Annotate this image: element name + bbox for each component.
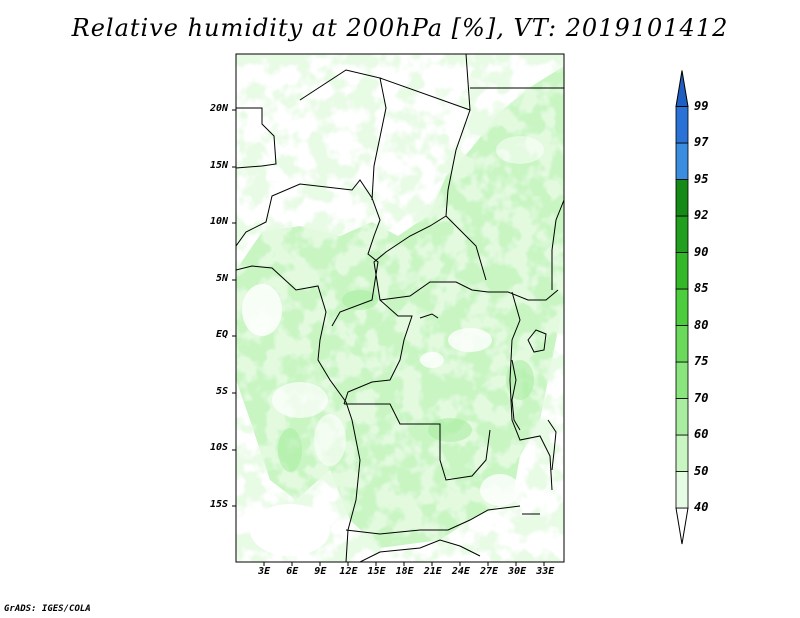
lon-tick-label: 27E	[479, 566, 499, 577]
lat-tick-label: 5N	[215, 272, 228, 284]
border-lines	[236, 54, 564, 562]
colorbar-box	[675, 325, 689, 363]
lat-tick-label: 20N	[209, 103, 228, 115]
grads-credit: GrADS: IGES/COLA	[4, 604, 91, 614]
colorbar	[675, 70, 689, 545]
colorbar-level-label: 92	[694, 208, 709, 222]
colorbar-level-label: 97	[694, 135, 709, 149]
moist-patches	[278, 290, 534, 472]
lon-tick-label: 6E	[286, 566, 299, 577]
colorbar-level-label: 90	[694, 244, 709, 259]
lon-tick-label: 24E	[451, 566, 470, 577]
colorbar-box	[675, 215, 689, 253]
colorbar-box	[675, 252, 689, 290]
tick-marks	[232, 109, 545, 566]
colorbar-level-label: 99	[694, 98, 709, 113]
colorbar-level-label: 60	[694, 427, 709, 441]
colorbar-box	[675, 361, 689, 399]
lon-tick-label: 18E	[395, 566, 414, 577]
lon-tick-label: 33E	[536, 566, 555, 577]
colorbar-level-label: 95	[694, 171, 709, 186]
lon-tick-label: 15E	[367, 566, 386, 577]
dry-pockets	[242, 136, 544, 556]
colorbar-level-label: 80	[694, 317, 709, 332]
colorbar-min-triangle	[675, 507, 689, 545]
colorbar-box	[675, 288, 689, 326]
lon-tick-label: 30E	[508, 566, 527, 577]
lon-tick-label: 12E	[339, 566, 358, 577]
chart-title: Relative humidity at 200hPa [%], VT: 201…	[71, 14, 729, 42]
colorbar-level-label: 50	[694, 463, 709, 478]
colorbar-level-label: 70	[694, 390, 709, 405]
colorbar-box	[675, 398, 689, 436]
colorbar-box	[675, 106, 689, 144]
lon-tick-label: 9E	[314, 566, 327, 577]
coastline-west	[236, 265, 361, 562]
map-frame	[235, 53, 565, 563]
colorbar-box	[675, 434, 689, 472]
country-boundaries	[236, 54, 564, 562]
lat-tick-label: 15S	[209, 498, 228, 510]
lake-outlines	[419, 313, 557, 515]
colorbar-box	[675, 179, 689, 217]
lon-tick-label: 3E	[258, 566, 271, 577]
colorbar-box	[675, 142, 689, 180]
colorbar-level-label: 75	[694, 354, 709, 368]
lat-tick-label: EQ	[215, 329, 228, 341]
colorbar-level-label: 40	[694, 500, 709, 514]
lat-tick-label: 10S	[209, 442, 228, 454]
lat-tick-label: 15N	[209, 159, 228, 171]
colorbar-box	[675, 471, 689, 509]
lat-tick-label: 5S	[215, 385, 228, 397]
colorbar-max-triangle	[675, 70, 689, 107]
colorbar-level-label: 85	[694, 281, 709, 295]
humidity-field	[236, 54, 564, 562]
lat-tick-label: 10N	[209, 216, 228, 228]
lon-tick-label: 21E	[423, 566, 442, 577]
